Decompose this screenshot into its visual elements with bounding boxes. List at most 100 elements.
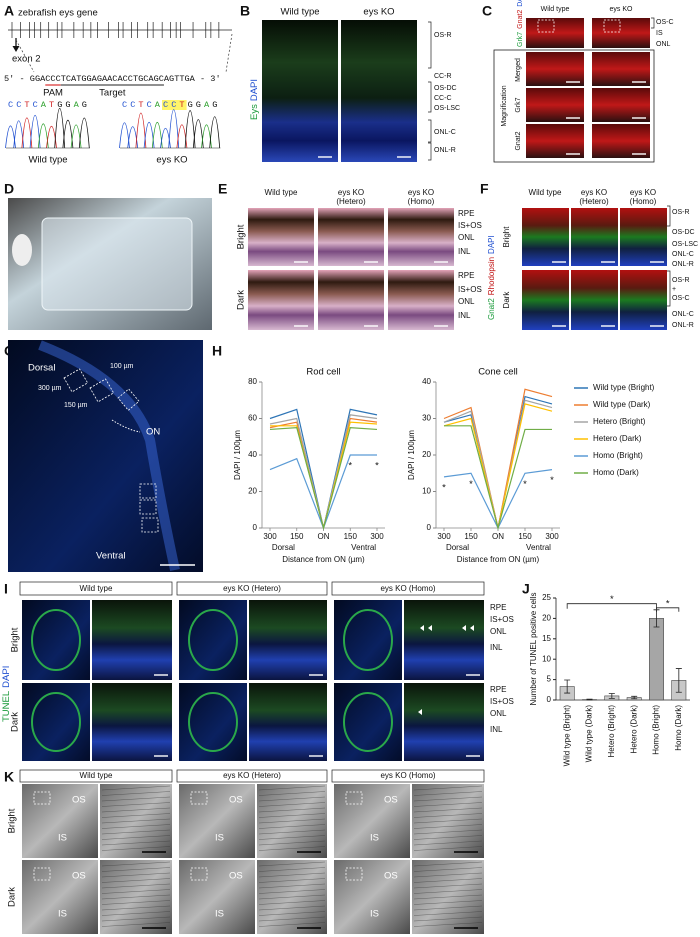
base: G bbox=[65, 100, 70, 110]
line bbox=[101, 840, 171, 846]
row-label: Dark bbox=[7, 887, 18, 907]
y-tick-label: 30 bbox=[422, 414, 431, 423]
line bbox=[413, 883, 483, 889]
column-header: eys KO (Hetero) bbox=[223, 771, 281, 780]
zoom-box bbox=[345, 791, 363, 805]
layer-label: OS-C bbox=[656, 19, 674, 26]
column-header: (Homo) bbox=[408, 197, 435, 206]
structure-label: OS bbox=[72, 795, 86, 806]
structure-label: IS bbox=[215, 909, 224, 920]
column-header: eys KO (Hetero) bbox=[223, 584, 281, 593]
layer-label: IS+OS bbox=[458, 285, 482, 294]
y-tick-label: 40 bbox=[422, 377, 431, 386]
base: T bbox=[24, 100, 29, 110]
row-label: Dark bbox=[10, 712, 21, 732]
sample-box bbox=[139, 499, 157, 515]
base: A bbox=[41, 100, 47, 110]
x-tick-label: Homo (Dark) bbox=[674, 705, 683, 751]
eye-section bbox=[31, 609, 81, 671]
micrograph bbox=[404, 600, 484, 680]
line bbox=[101, 922, 171, 927]
structure-label: OS bbox=[72, 871, 86, 882]
line bbox=[258, 883, 326, 889]
region-label: Ventral bbox=[526, 543, 551, 552]
line bbox=[413, 829, 483, 835]
y-tick-label: 10 bbox=[542, 654, 551, 663]
x-axis-label: Distance from ON (µm) bbox=[282, 555, 365, 564]
micrograph bbox=[179, 683, 247, 761]
peak bbox=[127, 126, 139, 149]
stain-label-part: DAPI bbox=[487, 235, 496, 254]
x-tick-label: Hetero (Bright) bbox=[607, 705, 616, 758]
exon-label: exon 2 bbox=[12, 54, 41, 65]
base: C bbox=[171, 100, 176, 110]
layer-label: RPE bbox=[490, 603, 506, 612]
y-tick-label: 25 bbox=[542, 593, 551, 602]
base: G bbox=[212, 100, 217, 110]
column-header: eys KO bbox=[610, 6, 634, 13]
layer-label: OS-R bbox=[672, 209, 690, 216]
line bbox=[101, 791, 171, 796]
optic-nerve bbox=[111, 419, 141, 433]
zoom-box bbox=[33, 791, 51, 805]
layer-label: ONL bbox=[458, 233, 475, 242]
stain-label-part: Grk7 bbox=[517, 32, 524, 47]
eye-section bbox=[31, 692, 81, 752]
line bbox=[413, 835, 483, 840]
stain-label-part: DAPI bbox=[249, 79, 260, 101]
chromatogram-label: Wild type bbox=[28, 155, 67, 166]
sample-box bbox=[139, 483, 157, 499]
line bbox=[258, 835, 326, 840]
layer-label: ONL bbox=[458, 297, 475, 306]
peak bbox=[184, 110, 196, 149]
bracket bbox=[428, 142, 432, 161]
line bbox=[101, 829, 171, 835]
line bbox=[101, 807, 171, 813]
stain-label: TUNEL DAPI bbox=[1, 666, 12, 722]
line bbox=[258, 900, 326, 905]
micrograph bbox=[22, 683, 90, 761]
line bbox=[258, 829, 326, 835]
panel-label: H bbox=[212, 343, 222, 359]
micrograph bbox=[334, 784, 410, 858]
error-bar bbox=[586, 698, 593, 701]
y-tick-label: 20 bbox=[248, 487, 257, 496]
peak bbox=[54, 108, 66, 149]
chart-title: Cone cell bbox=[478, 367, 518, 378]
panel-label: C bbox=[482, 3, 492, 19]
x-tick-label: ON bbox=[492, 532, 504, 541]
line bbox=[258, 905, 326, 911]
y-tick-label: 15 bbox=[542, 634, 551, 643]
line bbox=[258, 878, 326, 883]
base: G bbox=[188, 100, 193, 110]
structure-label: IS bbox=[370, 833, 379, 844]
tank bbox=[41, 217, 193, 311]
panel-label: A bbox=[4, 3, 14, 19]
bracket bbox=[428, 119, 432, 143]
micrograph bbox=[248, 270, 314, 330]
line bbox=[101, 867, 171, 872]
micrograph bbox=[262, 20, 338, 162]
base: G bbox=[196, 100, 201, 110]
structure-label: IS bbox=[370, 909, 379, 920]
y-tick-label: 0 bbox=[547, 695, 552, 704]
structure-label: IS bbox=[58, 909, 67, 920]
row-label: Bright bbox=[236, 224, 247, 249]
peak bbox=[209, 116, 221, 149]
line bbox=[413, 878, 483, 883]
base: C bbox=[163, 100, 168, 110]
line bbox=[413, 894, 483, 900]
line bbox=[413, 818, 483, 824]
row-label: Gnat2 bbox=[515, 131, 522, 150]
series-line bbox=[443, 388, 553, 529]
bracket bbox=[667, 270, 671, 307]
y-axis-label: DAPI / 100µm bbox=[407, 430, 416, 480]
error-bar bbox=[564, 679, 571, 694]
arrow-head bbox=[12, 46, 20, 52]
micrograph bbox=[526, 18, 584, 48]
layer-label: ONL-R bbox=[672, 322, 694, 329]
eye-section bbox=[343, 609, 393, 671]
layer-label: ONL-C bbox=[672, 251, 694, 258]
